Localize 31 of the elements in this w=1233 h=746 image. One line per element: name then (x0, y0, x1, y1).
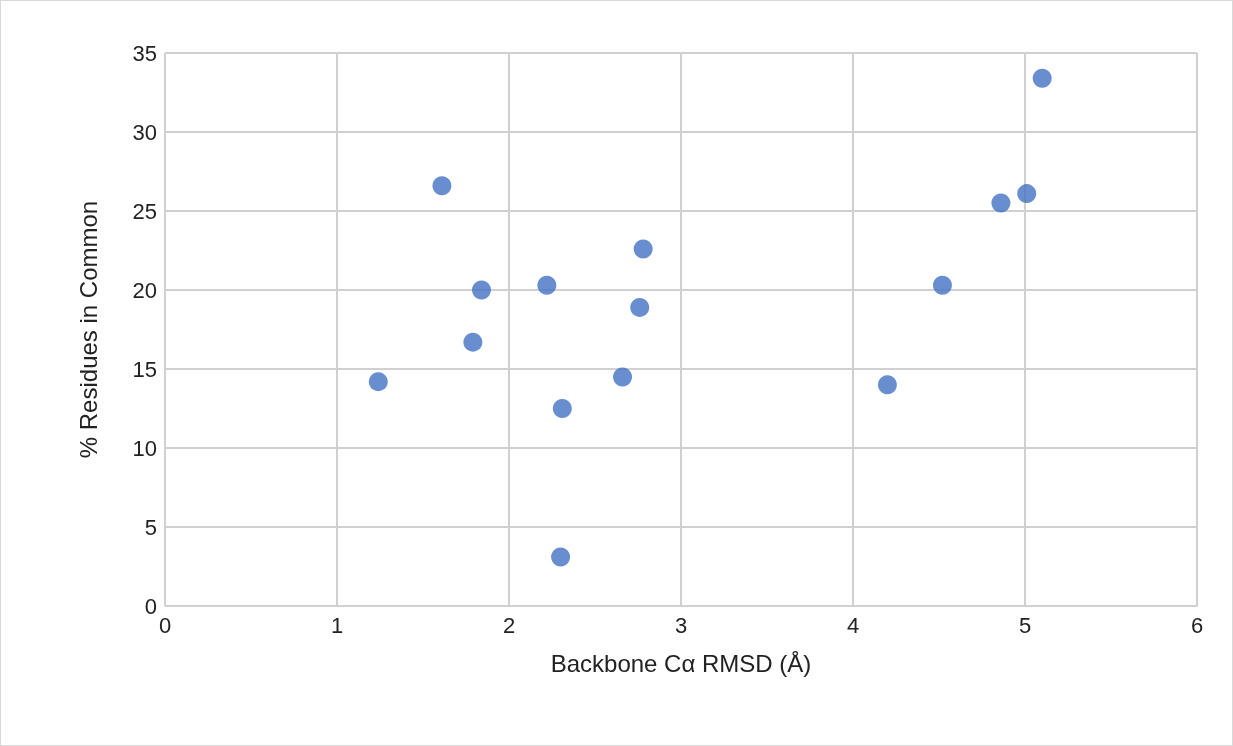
x-tick-label: 1 (330, 612, 344, 638)
point (463, 332, 483, 352)
y-tick-label: 35 (132, 40, 157, 66)
x-tick-label: 3 (674, 612, 688, 638)
point (991, 193, 1011, 213)
point (932, 275, 952, 295)
x-axis-title: Backbone Cα RMSD (Å) (550, 649, 812, 677)
point (368, 372, 388, 392)
point (630, 297, 650, 317)
point (1017, 184, 1037, 204)
point (877, 375, 897, 395)
x-tick-label: 4 (846, 612, 860, 638)
y-tick-label: 20 (132, 277, 157, 303)
x-tick-label: 6 (1190, 612, 1204, 638)
y-axis-title: % Residues in Common (74, 200, 102, 459)
point (552, 399, 572, 418)
point (1032, 68, 1052, 88)
point (472, 280, 491, 300)
x-tick-label: 2 (502, 612, 516, 638)
y-tick-label: 30 (132, 119, 157, 145)
y-tick-label: 10 (132, 435, 157, 461)
point (633, 239, 653, 259)
point (613, 367, 633, 387)
y-tick-label: 5 (144, 514, 157, 540)
point (537, 275, 557, 295)
x-tick-label: 5 (1018, 612, 1032, 638)
y-tick-label: 15 (132, 356, 157, 382)
y-tick-label: 25 (132, 198, 157, 224)
point (432, 176, 452, 196)
y-tick-label: 0 (144, 593, 157, 619)
point (551, 547, 571, 567)
